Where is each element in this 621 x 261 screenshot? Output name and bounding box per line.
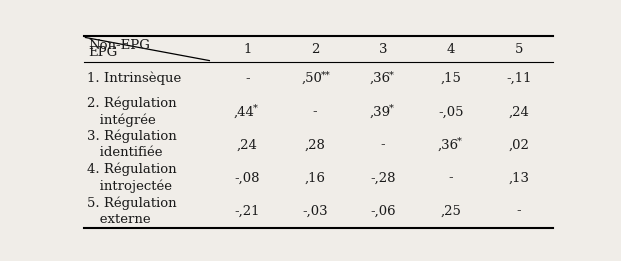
Text: 4: 4 — [446, 43, 455, 56]
Text: *: * — [253, 103, 258, 112]
Text: *: * — [389, 103, 394, 112]
Text: -: - — [448, 171, 453, 185]
Text: ,39: ,39 — [369, 105, 391, 118]
Text: ,28: ,28 — [305, 138, 325, 151]
Text: ,36: ,36 — [437, 138, 458, 151]
Text: -,11: -,11 — [506, 72, 532, 85]
Text: introjectée: introjectée — [87, 180, 172, 193]
Text: 2: 2 — [311, 43, 319, 56]
Text: ,15: ,15 — [440, 72, 461, 85]
Text: ,13: ,13 — [508, 171, 529, 185]
Text: Non-EPG: Non-EPG — [88, 39, 150, 52]
Text: identifiée: identifiée — [87, 146, 163, 159]
Text: ,36: ,36 — [369, 72, 391, 85]
Text: -: - — [245, 72, 250, 85]
Text: ,16: ,16 — [304, 171, 325, 185]
Text: -: - — [381, 138, 385, 151]
Text: EPG: EPG — [88, 46, 118, 59]
Text: 1: 1 — [243, 43, 252, 56]
Text: -,05: -,05 — [438, 105, 464, 118]
Text: -,21: -,21 — [235, 205, 260, 218]
Text: ,24: ,24 — [237, 138, 258, 151]
Text: -,28: -,28 — [370, 171, 396, 185]
Text: 5: 5 — [515, 43, 523, 56]
Text: -,03: -,03 — [302, 205, 328, 218]
Text: *: * — [456, 137, 461, 146]
Text: ,25: ,25 — [440, 205, 461, 218]
Text: 2. Régulation: 2. Régulation — [87, 97, 176, 110]
Text: -,06: -,06 — [370, 205, 396, 218]
Text: 3: 3 — [379, 43, 388, 56]
Text: 3. Régulation: 3. Régulation — [87, 130, 177, 143]
Text: **: ** — [321, 70, 330, 79]
Text: -,08: -,08 — [235, 171, 260, 185]
Text: -: - — [517, 205, 521, 218]
Text: ,24: ,24 — [509, 105, 529, 118]
Text: ,44: ,44 — [233, 105, 255, 118]
Text: 1. Intrinsèque: 1. Intrinsèque — [87, 72, 181, 85]
Text: -: - — [313, 105, 317, 118]
Text: externe: externe — [87, 213, 150, 226]
Text: 5. Régulation: 5. Régulation — [87, 196, 176, 210]
Text: intégrée: intégrée — [87, 113, 156, 127]
Text: 4. Régulation: 4. Régulation — [87, 163, 176, 176]
Text: ,02: ,02 — [509, 138, 529, 151]
Text: ,50: ,50 — [302, 72, 322, 85]
Text: *: * — [389, 70, 394, 79]
